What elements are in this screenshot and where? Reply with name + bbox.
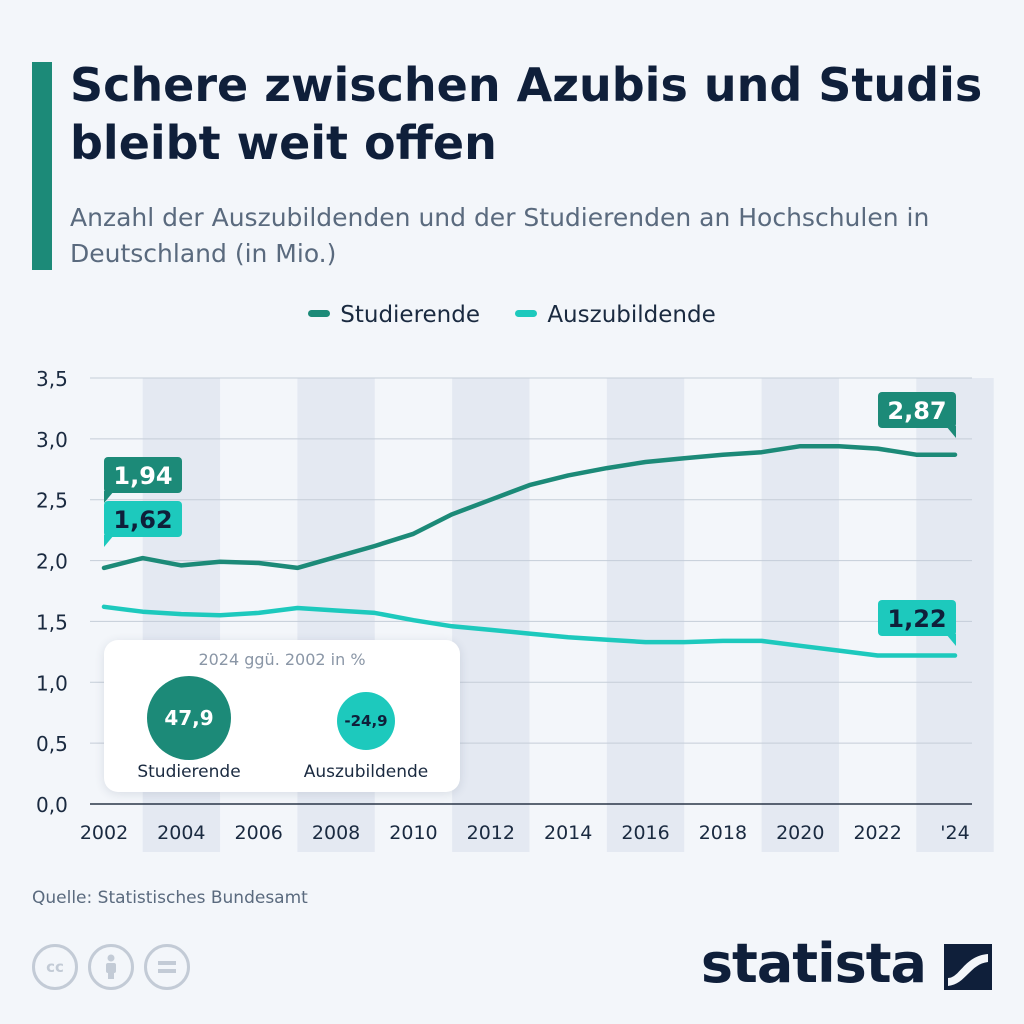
chart-subtitle: Anzahl der Auszubildenden und der Studie…	[70, 203, 930, 268]
background-band-2016	[606, 378, 685, 852]
series-line-studierende	[101, 443, 958, 571]
y-tick-label: 2,5	[36, 489, 68, 513]
no-derivatives-icon[interactable]	[144, 944, 190, 990]
legend-label-studierende: Studierende	[340, 302, 481, 328]
license-icons: cc	[32, 944, 190, 990]
statista-logo-text[interactable]: statista	[700, 932, 927, 995]
inset-label-studierende: Studierende	[137, 762, 241, 782]
callout-end-auszubildende: 1,22	[878, 600, 956, 646]
callout-start-studierende: 1,94	[104, 457, 182, 503]
bubble-value-auszubildende: -24,9	[344, 712, 388, 730]
callout-start-auszubildende-box	[104, 501, 182, 537]
series-line-auszubildende	[101, 604, 958, 658]
x-tick-label: 2016	[621, 822, 669, 844]
legend-item-auszubildende: Auszubildende	[515, 302, 716, 328]
legend-label-auszubildende: Auszubildende	[547, 302, 716, 328]
source-note: Quelle: Statistisches Bundesamt	[32, 888, 308, 908]
callout-start-auszubildende-text: 1,62	[113, 506, 172, 534]
chart-title: Schere zwischen Azubis und Studis bleibt…	[70, 58, 983, 170]
bubble-value-studierende: 47,9	[164, 706, 214, 730]
bubble-auszubildende: -24,9	[337, 692, 395, 750]
y-tick-label: 0,5	[36, 732, 68, 756]
y-tick-label: 0,0	[36, 793, 68, 817]
line-chart: 3,5 3,0 2,5 2,0 1,5 1,0 0,5 0,0 2002 2004 2006 2008…	[36, 367, 994, 852]
y-tick-label: 1,0	[36, 671, 68, 695]
x-tick-label: 2020	[776, 822, 824, 844]
background-band-2012	[452, 378, 530, 852]
callout-end-auszubildende-box	[878, 600, 956, 636]
x-tick-label: 2012	[467, 822, 515, 844]
callout-end-studierende-tail	[946, 426, 956, 438]
bubble-studierende: 47,9	[147, 676, 231, 760]
y-tick-label: 3,5	[36, 367, 68, 391]
y-tick-label: 1,5	[36, 610, 68, 634]
inset-title: 2024 ggü. 2002 in %	[198, 650, 366, 669]
x-tick-label: 2006	[235, 822, 283, 844]
legend-swatch-studierende	[308, 310, 331, 317]
title-accent-bar	[32, 62, 52, 270]
legend-swatch-auszubildende	[515, 310, 538, 317]
x-tick-label: 2004	[157, 822, 205, 844]
statista-logo-icon[interactable]	[944, 944, 992, 990]
x-tick-label: '24	[940, 822, 969, 844]
callout-end-auszubildende-tail	[946, 634, 956, 646]
x-tick-label: 2008	[312, 822, 360, 844]
y-tick-label: 2,0	[36, 550, 68, 574]
cc-icon[interactable]: cc	[32, 944, 78, 990]
inset-label-auszubildende: Auszubildende	[303, 762, 429, 782]
callout-end-studierende: 2,87	[878, 392, 956, 438]
y-tick-label: 3,0	[36, 428, 68, 452]
chart-legend: Studierende Auszubildende	[0, 302, 1024, 328]
callout-start-studierende-box	[104, 457, 182, 493]
attribution-icon[interactable]	[88, 944, 134, 990]
legend-item-studierende: Studierende	[308, 302, 480, 328]
x-tick-label: 2002	[80, 822, 128, 844]
background-band-2020	[761, 378, 839, 852]
comparison-inset: 2024 ggü. 2002 in % 47,9 -24,9 Studieren…	[104, 640, 460, 792]
callout-start-auszubildende-tail	[104, 535, 114, 547]
x-tick-label: 2022	[853, 822, 901, 844]
callout-start-auszubildende: 1,62	[104, 501, 182, 547]
x-tick-label: 2018	[699, 822, 747, 844]
x-tick-label: 2010	[389, 822, 437, 844]
x-tick-label: 2014	[544, 822, 592, 844]
callout-end-studierende-text: 2,87	[887, 397, 946, 425]
callout-start-studierende-tail	[104, 491, 114, 503]
callout-end-auszubildende-text: 1,22	[887, 605, 946, 633]
callout-end-studierende-box	[878, 392, 956, 428]
callout-start-studierende-text: 1,94	[113, 462, 172, 490]
